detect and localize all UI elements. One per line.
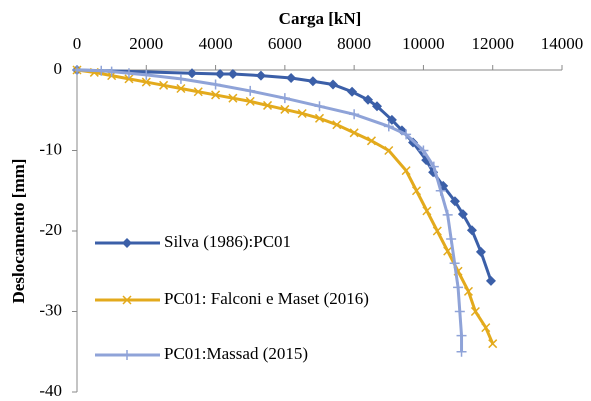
data-point — [443, 246, 453, 256]
legend-marker — [122, 238, 132, 248]
data-point — [449, 258, 460, 269]
data-point — [106, 66, 117, 77]
data-point — [384, 145, 394, 156]
data-point — [245, 85, 256, 96]
data-point — [463, 286, 473, 296]
data-point — [422, 206, 432, 216]
data-point — [123, 68, 134, 79]
x-tick-label: 6000 — [268, 34, 302, 53]
data-point — [456, 330, 467, 341]
data-point — [428, 161, 439, 172]
y-tick-label: -10 — [39, 139, 62, 158]
x-tick-label: 12000 — [471, 34, 514, 53]
data-point — [401, 129, 412, 140]
y-tick-label: -20 — [39, 220, 62, 239]
data-point — [475, 246, 486, 257]
data-point — [347, 86, 358, 97]
data-point — [211, 90, 221, 100]
data-point — [485, 275, 496, 286]
data-point — [255, 70, 266, 81]
data-point — [228, 93, 238, 103]
data-point — [488, 339, 498, 349]
data-point — [245, 96, 255, 106]
legend-label: Silva (1986):PC01 — [164, 232, 291, 251]
y-tick-label: -40 — [39, 381, 62, 400]
data-point — [141, 69, 152, 80]
x-tick-label: 2000 — [129, 34, 163, 53]
data-point — [159, 80, 169, 90]
data-point — [481, 323, 491, 333]
x-tick-label: 14000 — [541, 34, 584, 53]
data-point — [363, 94, 373, 105]
data-point — [401, 166, 411, 176]
data-point — [449, 196, 460, 207]
data-point — [328, 79, 339, 90]
data-point — [215, 69, 226, 80]
x-tick-label: 8000 — [337, 34, 371, 53]
data-point — [141, 77, 151, 87]
data-point — [279, 93, 290, 104]
series-line — [76, 68, 464, 352]
data-point — [456, 346, 467, 357]
data-point — [263, 100, 273, 110]
data-point — [227, 69, 238, 80]
data-point — [411, 186, 422, 196]
data-point — [297, 108, 307, 119]
x-axis-title: Carga [kN] — [279, 9, 362, 28]
data-point — [280, 104, 290, 114]
series-line — [76, 68, 493, 282]
data-point — [453, 282, 464, 293]
x-tick-label: 4000 — [199, 34, 233, 53]
legend-label: PC01:Massad (2015) — [164, 344, 308, 363]
data-point — [210, 79, 221, 90]
legend-marker — [122, 295, 132, 305]
data-point — [314, 113, 325, 123]
data-point — [349, 128, 359, 138]
data-point — [435, 185, 446, 196]
data-point — [286, 73, 297, 84]
x-tick-label: 10000 — [402, 34, 445, 53]
data-point — [466, 225, 477, 236]
data-point — [372, 101, 383, 112]
data-point — [187, 68, 198, 79]
y-tick-label: -30 — [39, 300, 62, 319]
data-point — [72, 65, 82, 75]
legend-marker — [122, 350, 132, 360]
data-point — [442, 209, 453, 220]
data-point — [446, 234, 457, 245]
y-axis-title: Deslocamento [mm] — [9, 159, 28, 304]
legend-label: PC01: Falconi e Maset (2016) — [164, 289, 369, 308]
data-point — [332, 120, 342, 130]
data-point — [432, 226, 442, 236]
data-point — [418, 145, 429, 156]
data-point — [383, 121, 394, 132]
y-tick-label: 0 — [54, 59, 63, 78]
data-point — [176, 83, 186, 94]
data-point — [457, 209, 468, 220]
data-point — [349, 109, 360, 120]
x-tick-label: 0 — [73, 34, 82, 53]
data-point — [307, 76, 318, 87]
data-point — [175, 73, 186, 84]
data-point — [193, 87, 203, 97]
data-point — [124, 74, 134, 84]
data-point — [314, 101, 325, 112]
data-point — [454, 306, 465, 317]
data-point — [366, 136, 376, 146]
data-point — [96, 65, 107, 76]
data-point — [470, 306, 480, 317]
